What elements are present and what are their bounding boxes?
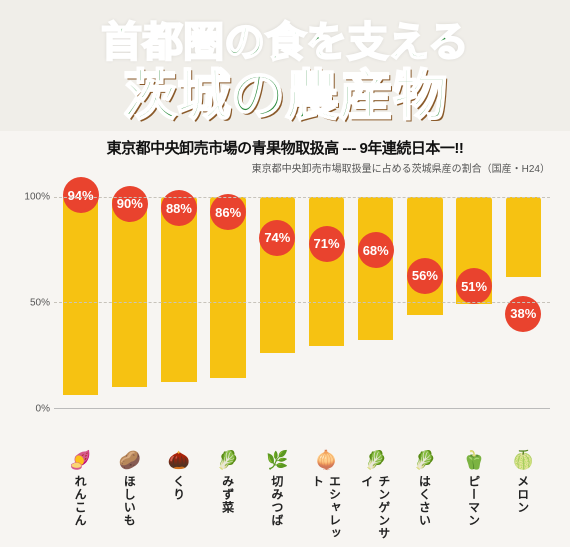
value-bubble: 86%: [210, 194, 246, 230]
chart-note: 東京都中央卸売市場取扱量に占める茨城県産の割合（国産・H24）: [20, 160, 550, 175]
bar: [506, 197, 541, 277]
title-line-2: 茨城の農産物: [10, 68, 560, 125]
x-label-col: 🥬 みず菜: [206, 449, 250, 547]
category-label: れんこん: [72, 475, 89, 547]
x-label-col: 🍈 メロン: [501, 449, 545, 547]
plot-area: 94%90%88%86%74%71%68%56%51%38%: [54, 197, 550, 409]
x-label-col: 🍠 れんこん: [58, 449, 102, 547]
x-label-col: 🌿 切みつば: [255, 449, 299, 547]
category-label: 切みつば: [269, 475, 286, 547]
value-bubble: 68%: [358, 232, 394, 268]
value-bubble: 90%: [112, 186, 148, 222]
x-axis-labels: 🍠れんこん🥔ほしいも🌰くり🥬みず菜🌿切みつば🧅エシャレット🥬チンゲンサイ🥬はくさ…: [54, 449, 550, 547]
category-label: はくさい: [416, 475, 433, 547]
bar-chart: 0%50%100% 94%90%88%86%74%71%68%56%51%38%: [54, 179, 550, 409]
value-bubble: 38%: [505, 296, 541, 332]
category-icon: 🧅: [313, 449, 341, 473]
value-bubble: 74%: [259, 220, 295, 256]
x-label-col: 🧅エシャレット: [304, 449, 348, 547]
chart-subtitle: 東京都中央卸売市場の青果物取扱高 --- 9年連続日本一!!: [20, 137, 550, 158]
value-bubble: 51%: [456, 268, 492, 304]
category-label: チンゲンサイ: [359, 475, 393, 547]
category-icon: 🥬: [362, 449, 390, 473]
category-icon: 🥔: [116, 449, 144, 473]
value-bubble: 94%: [63, 177, 99, 213]
category-label: エシャレット: [310, 475, 344, 547]
y-tick-label: 0%: [36, 403, 50, 414]
gridline: [54, 302, 550, 303]
bar: [309, 197, 344, 347]
category-icon: 🍠: [67, 449, 95, 473]
value-bubble: 56%: [407, 258, 443, 294]
category-icon: 🥬: [411, 449, 439, 473]
x-label-col: 🥬チンゲンサイ: [354, 449, 398, 547]
category-icon: 🌿: [263, 449, 291, 473]
category-label: みず菜: [220, 475, 237, 547]
x-label-col: 🥬 はくさい: [403, 449, 447, 547]
chart-block: 東京都中央卸売市場の青果物取扱高 --- 9年連続日本一!! 東京都中央卸売市場…: [0, 131, 570, 547]
value-bubble: 88%: [161, 190, 197, 226]
header: 首都圏の食を支える 茨城の農産物: [0, 0, 570, 131]
category-icon: 🫑: [460, 449, 488, 473]
x-label-col: 🫑 ピーマン: [452, 449, 496, 547]
title-line-1: 首都圏の食を支える: [10, 8, 560, 68]
gridline: [54, 197, 550, 198]
value-bubble: 71%: [309, 226, 345, 262]
category-icon: 🍈: [509, 449, 537, 473]
y-tick-label: 100%: [24, 191, 50, 202]
category-icon: 🌰: [165, 449, 193, 473]
category-label: くり: [170, 475, 187, 547]
category-label: ピーマン: [466, 475, 483, 547]
category-label: ほしいも: [121, 475, 138, 547]
bar: [63, 197, 98, 395]
category-icon: 🥬: [214, 449, 242, 473]
y-tick-label: 50%: [30, 297, 50, 308]
y-axis-labels: 0%50%100%: [20, 179, 52, 409]
x-label-col: 🌰くり: [157, 449, 201, 547]
x-label-col: 🥔 ほしいも: [108, 449, 152, 547]
category-label: メロン: [515, 475, 532, 547]
